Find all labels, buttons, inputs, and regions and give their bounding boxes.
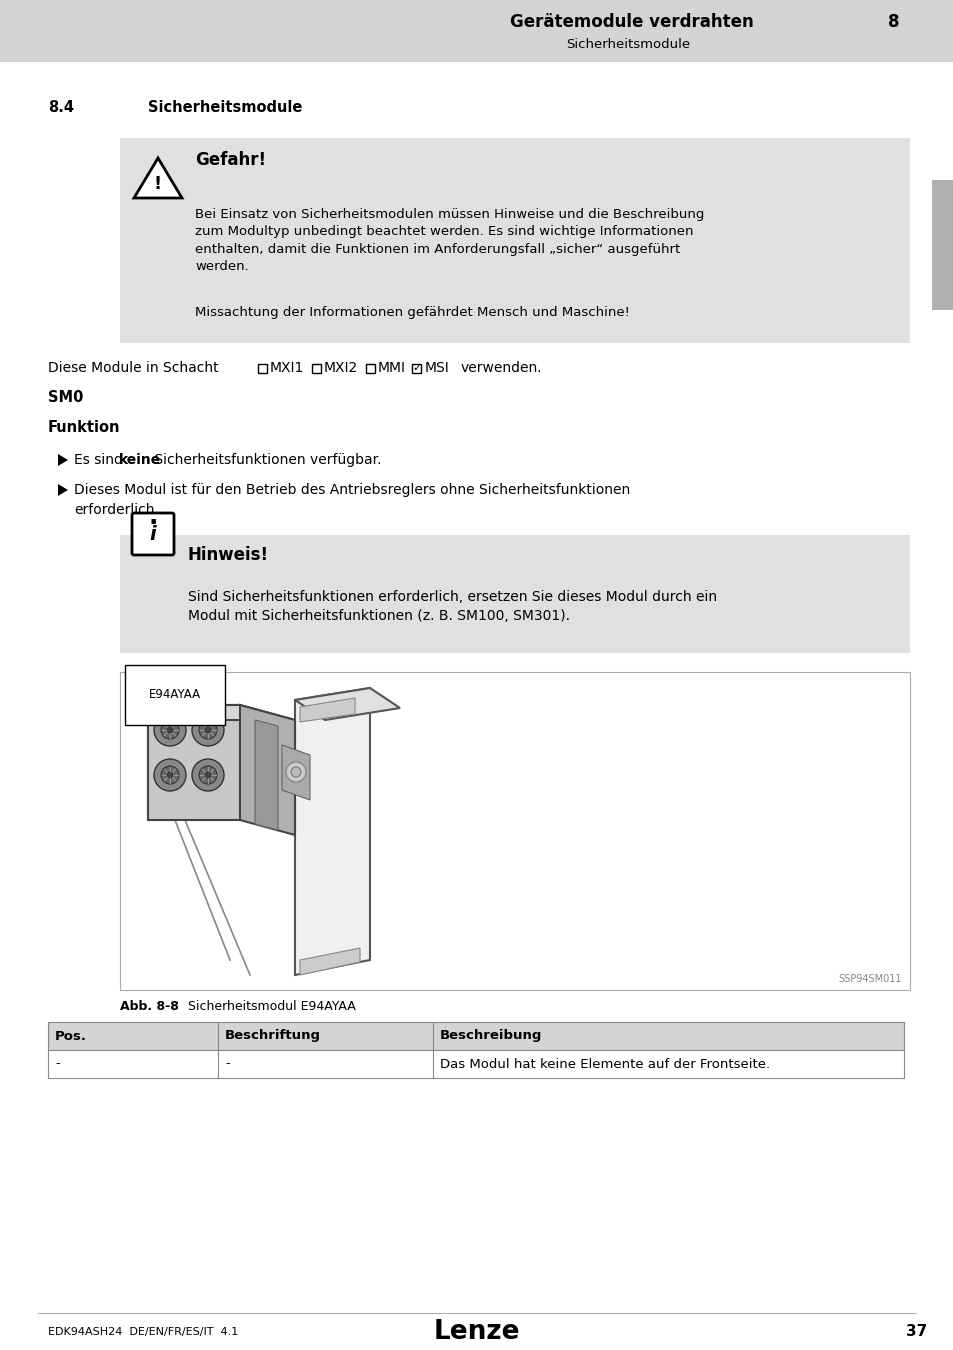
Text: Missachtung der Informationen gefährdet Mensch und Maschine!: Missachtung der Informationen gefährdet … <box>194 306 629 319</box>
FancyBboxPatch shape <box>120 138 909 343</box>
Text: Sicherheitsfunktionen verfügbar.: Sicherheitsfunktionen verfügbar. <box>150 454 381 467</box>
Text: i: i <box>150 525 156 544</box>
Circle shape <box>153 759 186 791</box>
Text: Beschriftung: Beschriftung <box>225 1030 320 1042</box>
FancyBboxPatch shape <box>257 363 267 373</box>
Text: Gerätemodule verdrahten: Gerätemodule verdrahten <box>510 14 753 31</box>
Text: E94AYAA: E94AYAA <box>149 688 201 702</box>
Text: ✓: ✓ <box>412 363 421 373</box>
Text: Funktion: Funktion <box>48 420 120 435</box>
Text: Bei Einsatz von Sicherheitsmodulen müssen Hinweise und die Beschreibung
zum Modu: Bei Einsatz von Sicherheitsmodulen müsse… <box>194 208 703 274</box>
Polygon shape <box>294 688 399 720</box>
Text: Das Modul hat keine Elemente auf der Frontseite.: Das Modul hat keine Elemente auf der Fro… <box>439 1057 769 1071</box>
FancyBboxPatch shape <box>0 0 953 62</box>
Polygon shape <box>299 698 355 722</box>
FancyBboxPatch shape <box>931 180 953 310</box>
Circle shape <box>205 772 211 778</box>
Text: erforderlich.: erforderlich. <box>74 504 159 517</box>
Circle shape <box>161 765 179 784</box>
FancyBboxPatch shape <box>48 1050 903 1079</box>
Text: ·: · <box>148 512 157 536</box>
Text: SSP94SM011: SSP94SM011 <box>838 973 901 984</box>
Text: Gefahr!: Gefahr! <box>194 151 266 169</box>
Text: MXI2: MXI2 <box>324 360 358 375</box>
FancyBboxPatch shape <box>120 672 909 990</box>
Text: MSI: MSI <box>424 360 449 375</box>
Circle shape <box>167 772 172 778</box>
Circle shape <box>291 767 301 778</box>
Text: keine: keine <box>118 454 160 467</box>
Text: Sicherheitsmodule: Sicherheitsmodule <box>148 100 302 116</box>
Text: Sicherheitsmodul E94AYAA: Sicherheitsmodul E94AYAA <box>188 1000 355 1012</box>
Text: -: - <box>55 1057 60 1071</box>
FancyBboxPatch shape <box>132 513 173 555</box>
Polygon shape <box>254 720 277 830</box>
Polygon shape <box>240 705 294 836</box>
Text: Beschreibung: Beschreibung <box>439 1030 542 1042</box>
Polygon shape <box>58 485 68 495</box>
Text: Pos.: Pos. <box>55 1030 87 1042</box>
Text: Sind Sicherheitsfunktionen erforderlich, ersetzen Sie dieses Modul durch ein
Mod: Sind Sicherheitsfunktionen erforderlich,… <box>188 590 717 624</box>
Polygon shape <box>282 745 310 801</box>
Text: verwenden.: verwenden. <box>460 360 542 375</box>
Polygon shape <box>148 705 240 819</box>
Circle shape <box>167 728 172 733</box>
Text: !: ! <box>153 176 162 193</box>
Circle shape <box>199 765 216 784</box>
Text: 8: 8 <box>887 14 899 31</box>
Polygon shape <box>299 948 359 975</box>
Polygon shape <box>148 705 294 720</box>
FancyBboxPatch shape <box>366 363 375 373</box>
Circle shape <box>171 713 179 721</box>
FancyBboxPatch shape <box>412 363 421 373</box>
Text: -: - <box>225 1057 230 1071</box>
Text: SM0: SM0 <box>48 390 83 405</box>
Circle shape <box>153 714 186 747</box>
Text: 8.4: 8.4 <box>48 100 74 116</box>
Text: Lenze: Lenze <box>434 1319 519 1345</box>
Circle shape <box>199 721 216 738</box>
Text: Hinweis!: Hinweis! <box>188 545 269 564</box>
Polygon shape <box>294 688 370 975</box>
Polygon shape <box>58 454 68 466</box>
Text: Dieses Modul ist für den Betrieb des Antriebsreglers ohne Sicherheitsfunktionen: Dieses Modul ist für den Betrieb des Ant… <box>74 483 630 497</box>
Text: Sicherheitsmodule: Sicherheitsmodule <box>565 38 689 50</box>
Text: MMI: MMI <box>377 360 406 375</box>
FancyBboxPatch shape <box>312 363 320 373</box>
Text: 37: 37 <box>905 1324 926 1339</box>
Circle shape <box>205 728 211 733</box>
Text: Abb. 8-8: Abb. 8-8 <box>120 1000 179 1012</box>
Polygon shape <box>133 158 182 198</box>
Circle shape <box>192 759 224 791</box>
FancyBboxPatch shape <box>48 1022 903 1050</box>
Text: EDK94ASH24  DE/EN/FR/ES/IT  4.1: EDK94ASH24 DE/EN/FR/ES/IT 4.1 <box>48 1327 238 1336</box>
Circle shape <box>161 721 179 738</box>
Text: Diese Module in Schacht: Diese Module in Schacht <box>48 360 218 375</box>
Text: Es sind: Es sind <box>74 454 127 467</box>
Circle shape <box>192 714 224 747</box>
Text: MXI1: MXI1 <box>270 360 304 375</box>
FancyBboxPatch shape <box>120 535 909 653</box>
Circle shape <box>286 761 306 782</box>
